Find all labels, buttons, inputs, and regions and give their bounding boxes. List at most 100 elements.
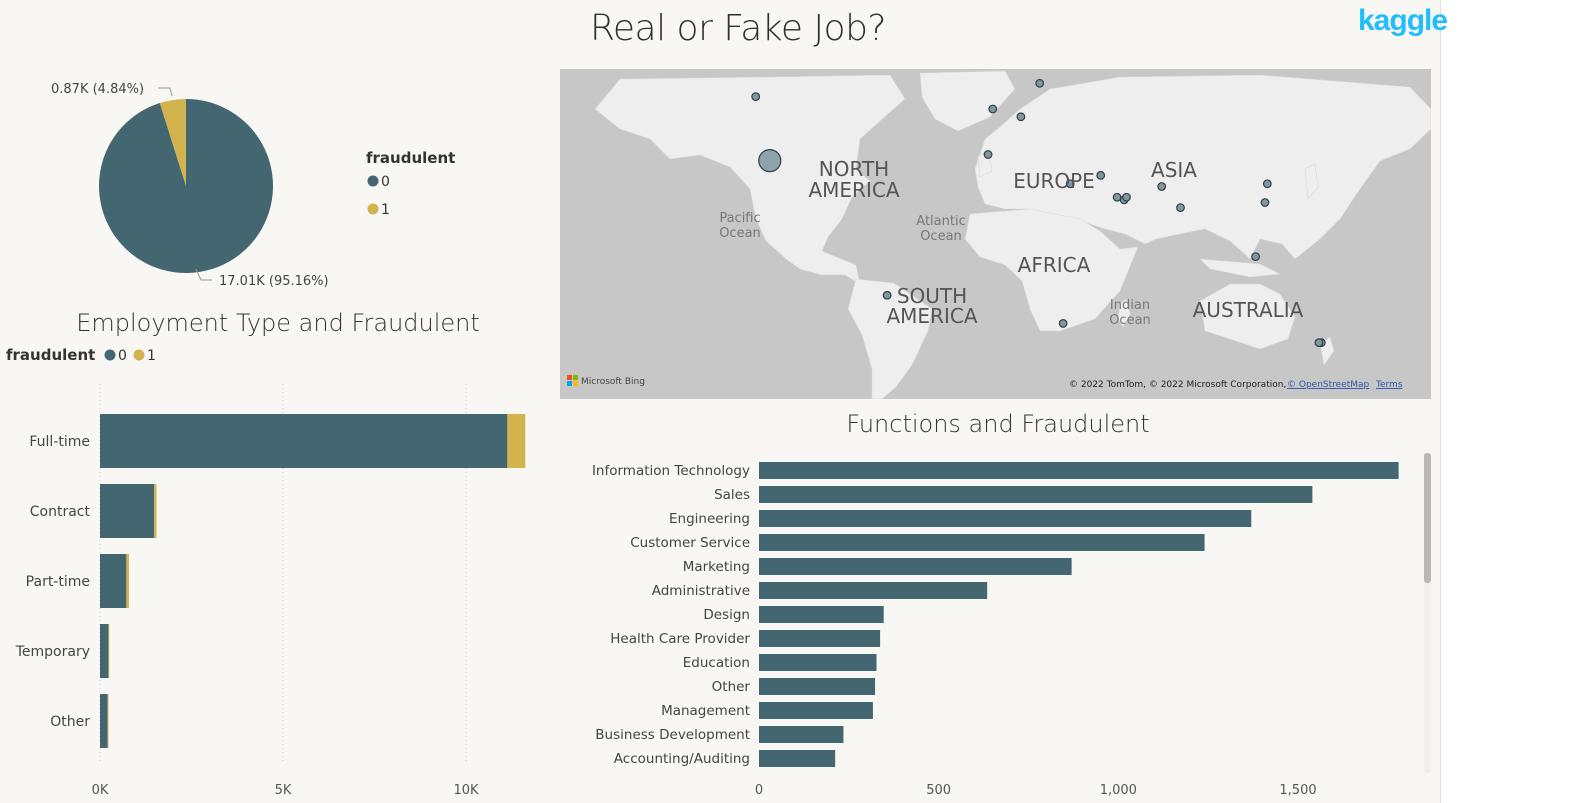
functions-bar-health-care-provider[interactable] bbox=[759, 630, 881, 647]
functions-bar-business-development[interactable] bbox=[759, 726, 844, 743]
label-north-america-2: AMERICA bbox=[808, 178, 899, 202]
functions-title: Functions and Fraudulent bbox=[846, 410, 1149, 438]
map-bubble[interactable] bbox=[751, 92, 761, 102]
employment-bars bbox=[100, 414, 526, 748]
employment-category-label: Contract bbox=[30, 504, 91, 520]
employment-legend-title: fraudulent bbox=[6, 346, 95, 364]
employment-bar-temporary-1[interactable] bbox=[108, 624, 110, 678]
employment-bar-part-time-1[interactable] bbox=[126, 554, 130, 608]
land-australia bbox=[1199, 283, 1296, 350]
map-bubble[interactable] bbox=[1035, 78, 1045, 88]
functions-bar-customer-service[interactable] bbox=[759, 534, 1205, 551]
label-south-america-1: SOUTH bbox=[897, 284, 967, 308]
employment-x-tick: 10K bbox=[453, 783, 479, 798]
page-title: Real or Fake Job? bbox=[590, 8, 887, 49]
map-canvas[interactable]: NORTH AMERICA SOUTH AMERICA EUROPE ASIA … bbox=[560, 69, 1431, 399]
map-bubble[interactable] bbox=[1122, 192, 1131, 202]
pie-legend-title: fraudulent bbox=[366, 149, 455, 167]
pie-labels: 17.01K (95.16%) 0.87K (4.84%) bbox=[51, 82, 329, 289]
label-atlantic-2: Ocean bbox=[920, 229, 962, 244]
map-continent-labels: NORTH AMERICA SOUTH AMERICA EUROPE ASIA … bbox=[808, 157, 1303, 328]
functions-scrollbar[interactable] bbox=[1424, 453, 1431, 773]
functions-bar-engineering[interactable] bbox=[759, 510, 1252, 527]
map-bubble[interactable] bbox=[988, 104, 998, 114]
land-greenland bbox=[919, 70, 1016, 132]
functions-category-label: Information Technology bbox=[592, 463, 750, 479]
functions-category-label: Administrative bbox=[652, 583, 750, 599]
pie-legend-marker-0 bbox=[367, 175, 379, 187]
functions-bar-management[interactable] bbox=[759, 702, 873, 719]
bing-logo[interactable]: Microsoft Bing bbox=[567, 375, 645, 387]
map-bubble[interactable] bbox=[1176, 203, 1185, 213]
employment-category-label: Part-time bbox=[26, 574, 90, 590]
functions-bar-design[interactable] bbox=[759, 606, 884, 623]
functions-bar-accounting-auditing[interactable] bbox=[759, 750, 836, 767]
report-canvas: Real or Fake Job? kaggle 17.01K (95.16%)… bbox=[0, 0, 1448, 803]
functions-category-label: Health Care Provider bbox=[610, 631, 750, 647]
employment-bar-other-0[interactable] bbox=[100, 694, 108, 748]
employment-bar-other-1[interactable] bbox=[107, 694, 109, 748]
functions-bar-education[interactable] bbox=[759, 654, 877, 671]
map-bubble[interactable] bbox=[882, 290, 892, 300]
label-australia: AUSTRALIA bbox=[1193, 298, 1304, 322]
employment-bar-contract-1[interactable] bbox=[154, 484, 157, 538]
map-bubble[interactable] bbox=[758, 149, 782, 173]
label-europe: EUROPE bbox=[1013, 169, 1095, 193]
label-pacific-2: Ocean bbox=[719, 226, 761, 241]
map-bubble[interactable] bbox=[1096, 170, 1106, 180]
label-pacific-1: Pacific bbox=[719, 211, 760, 226]
functions-bar-information-technology[interactable] bbox=[759, 462, 1399, 479]
map-bubble[interactable] bbox=[1314, 338, 1324, 348]
employment-bar-part-time-0[interactable] bbox=[100, 554, 127, 608]
map-attribution: © 2022 TomTom, © 2022 Microsoft Corporat… bbox=[1069, 380, 1286, 390]
employment-legend-label-0: 0 bbox=[118, 348, 127, 364]
employment-x-tick: 5K bbox=[275, 783, 292, 798]
world-map[interactable]: NORTH AMERICA SOUTH AMERICA EUROPE ASIA … bbox=[560, 69, 1431, 399]
map-bubble[interactable] bbox=[1065, 179, 1075, 189]
functions-category-label: Management bbox=[661, 703, 750, 719]
pie-label-0: 17.01K (95.16%) bbox=[219, 274, 329, 289]
map-bubble[interactable] bbox=[983, 150, 993, 159]
employment-category-label: Other bbox=[50, 714, 90, 730]
map-bubble[interactable] bbox=[1157, 182, 1167, 191]
label-africa: AFRICA bbox=[1018, 253, 1091, 277]
employment-category-labels: Full-time Contract Part-time Temporary Other bbox=[15, 434, 91, 730]
pie-slice-1[interactable] bbox=[159, 99, 186, 186]
map-bubble[interactable] bbox=[1058, 319, 1068, 328]
functions-bar-marketing[interactable] bbox=[759, 558, 1072, 575]
functions-bar-administrative[interactable] bbox=[759, 582, 988, 599]
functions-bar-sales[interactable] bbox=[759, 486, 1313, 503]
functions-chart[interactable]: Functions and Fraudulent Information Tec… bbox=[560, 402, 1430, 803]
functions-category-label: Design bbox=[703, 607, 750, 623]
pie-leader-0 bbox=[195, 268, 212, 281]
employment-chart[interactable]: Employment Type and Fraudulent fraudulen… bbox=[0, 300, 540, 803]
kaggle-logo[interactable]: kaggle bbox=[1358, 4, 1448, 37]
map-bubble[interactable] bbox=[1016, 112, 1026, 122]
functions-x-ticks: 0 500 1,000 1,500 bbox=[755, 783, 1317, 798]
employment-bar-temporary-0[interactable] bbox=[100, 624, 109, 678]
employment-legend-marker-0 bbox=[104, 349, 116, 361]
label-indian-2: Ocean bbox=[1109, 313, 1151, 328]
osm-link[interactable]: © OpenStreetMap bbox=[1287, 380, 1370, 390]
functions-bars bbox=[759, 462, 1399, 767]
employment-bar-full-time-1[interactable] bbox=[507, 414, 526, 468]
employment-category-label: Full-time bbox=[29, 434, 90, 450]
functions-scroll-thumb[interactable] bbox=[1424, 453, 1431, 583]
employment-x-tick: 0K bbox=[92, 783, 109, 798]
pie-chart[interactable]: 17.01K (95.16%)0.87K (4.84%) fraudulent … bbox=[0, 60, 520, 295]
map-bubble[interactable] bbox=[1262, 179, 1272, 189]
land-madagascar bbox=[1117, 298, 1131, 328]
bing-label: Microsoft Bing bbox=[581, 377, 645, 387]
employment-bar-contract-0[interactable] bbox=[100, 484, 155, 538]
label-indian-1: Indian bbox=[1110, 298, 1150, 313]
terms-link[interactable]: Terms bbox=[1375, 380, 1403, 390]
pie-slice-0[interactable] bbox=[99, 99, 274, 273]
map-bubble[interactable] bbox=[1251, 252, 1260, 262]
functions-bar-other[interactable] bbox=[759, 678, 876, 695]
employment-legend-marker-1 bbox=[133, 349, 145, 361]
functions-category-label: Accounting/Auditing bbox=[614, 751, 750, 767]
map-bubble[interactable] bbox=[1260, 198, 1270, 207]
pie-legend-label-1: 1 bbox=[381, 202, 390, 218]
land-africa bbox=[964, 208, 1139, 332]
employment-bar-full-time-0[interactable] bbox=[100, 414, 508, 468]
